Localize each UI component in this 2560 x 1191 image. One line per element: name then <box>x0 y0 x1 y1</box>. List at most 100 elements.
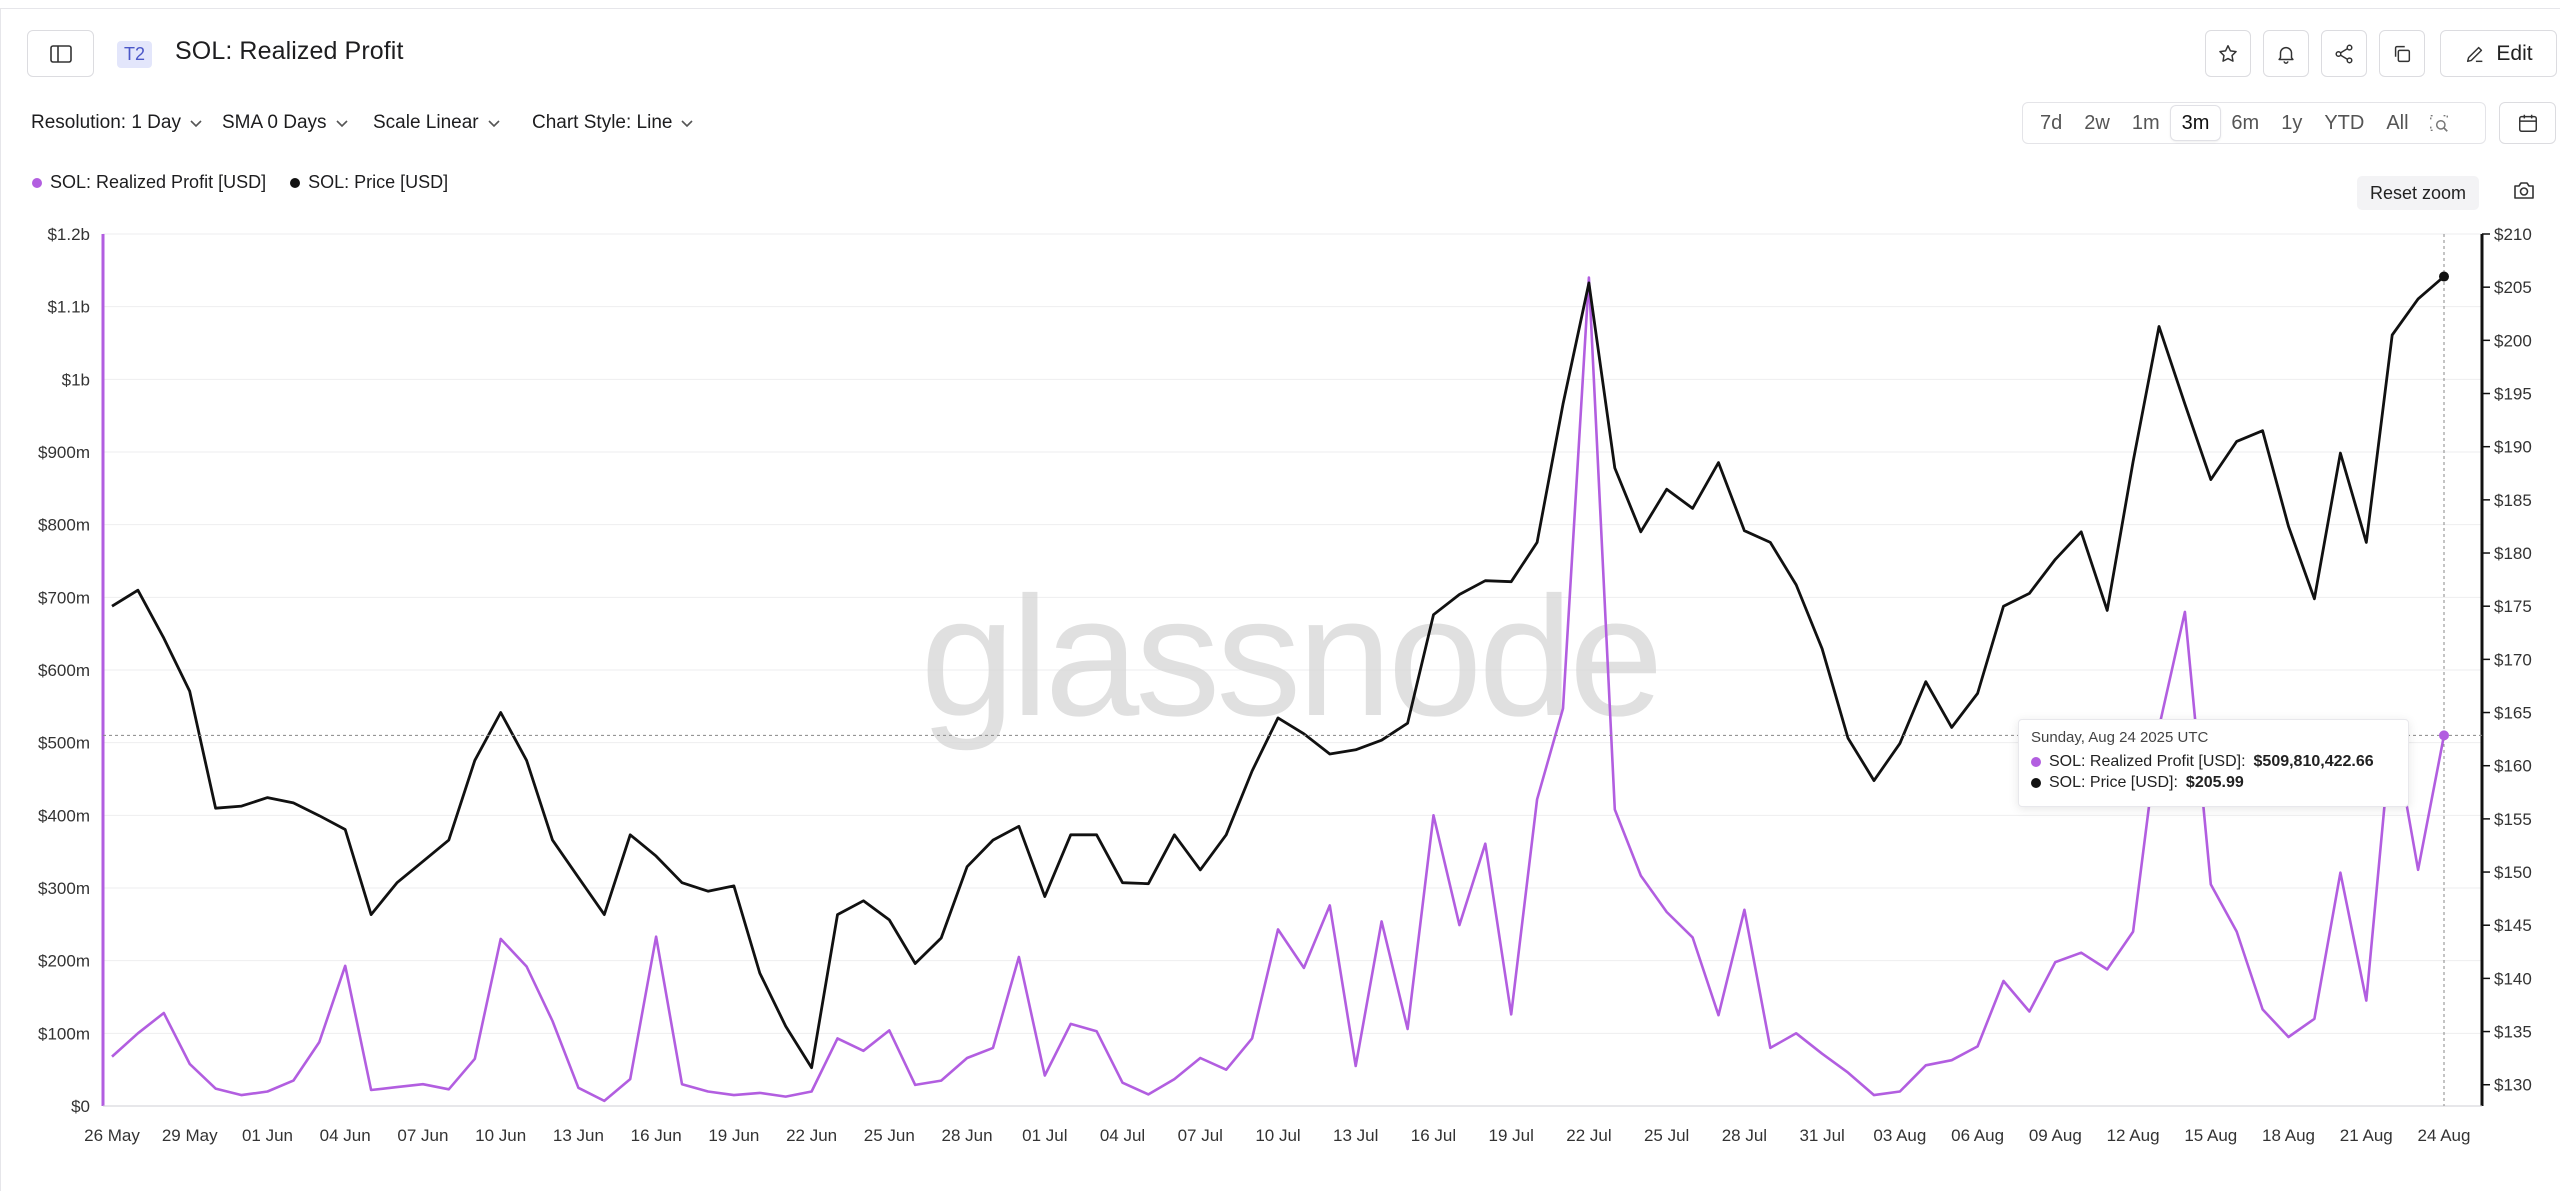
y-right-tick-label: $165 <box>2494 704 2532 723</box>
tooltip-date: Sunday, Aug 24 2025 UTC <box>2031 729 2209 746</box>
x-tick-label: 26 May <box>84 1126 140 1145</box>
series-line-price <box>111 275 2445 1070</box>
y-right-tick-label: $170 <box>2494 650 2532 669</box>
y-left-tick-label: $700m <box>38 588 90 607</box>
tooltip-profit-label: SOL: Realized Profit [USD]: <box>2049 753 2246 770</box>
y-right-tick-label: $210 <box>2494 225 2532 244</box>
chart-style-dropdown[interactable]: Chart Style: Line <box>532 112 694 134</box>
y-left-tick-label: $1b <box>62 370 90 389</box>
sma-label: SMA 0 Days <box>222 112 327 133</box>
duplicate-button[interactable] <box>2379 30 2425 77</box>
legend-dot-profit <box>32 177 42 188</box>
page-title: SOL: Realized Profit <box>175 37 404 65</box>
range-3m[interactable]: 3m <box>2170 106 2221 140</box>
scale-dropdown[interactable]: Scale Linear <box>373 112 501 134</box>
chevron-down-icon <box>335 120 348 128</box>
y-left-tick-label: $900m <box>38 443 90 462</box>
x-tick-label: 15 Aug <box>2184 1126 2237 1145</box>
sidebar-toggle-button[interactable] <box>27 30 94 77</box>
chevron-down-icon <box>681 120 694 128</box>
sidebar-toggle-icon <box>49 44 72 63</box>
share-icon <box>2335 44 2353 63</box>
x-tick-label: 04 Jun <box>320 1126 371 1145</box>
y-right-tick-label: $175 <box>2494 597 2532 616</box>
y-right-tick-label: $145 <box>2494 916 2532 935</box>
range-2w[interactable]: 2w <box>2084 111 2110 134</box>
y-left-tick-label: $1.1b <box>47 298 90 317</box>
legend-item-realized-profit[interactable]: SOL: Realized Profit [USD] <box>32 172 266 193</box>
x-tick-label: 24 Aug <box>2418 1126 2471 1145</box>
x-tick-label: 10 Jul <box>1255 1126 1300 1145</box>
y-left-tick-label: $300m <box>38 879 90 898</box>
x-tick-label: 03 Aug <box>1873 1126 1926 1145</box>
tooltip-row-price: SOL: Price [USD]: $205.99 <box>2031 772 2396 793</box>
y-right-tick-label: $185 <box>2494 491 2532 510</box>
time-range-selector: 7d 2w 1m 3m 6m 1y YTD All <box>2022 102 2486 144</box>
calendar-icon <box>2518 114 2537 132</box>
left-border <box>0 8 1 1191</box>
chart-legend: SOL: Realized Profit [USD] SOL: Price [U… <box>32 172 448 193</box>
x-tick-label: 31 Jul <box>1799 1126 1844 1145</box>
y-right-tick-label: $140 <box>2494 969 2532 988</box>
x-tick-label: 25 Jul <box>1644 1126 1689 1145</box>
range-1y[interactable]: 1y <box>2281 111 2303 134</box>
edit-button[interactable]: Edit <box>2440 30 2557 77</box>
x-tick-label: 16 Jul <box>1411 1126 1456 1145</box>
y-right-tick-label: $155 <box>2494 810 2532 829</box>
cursor-point-price <box>2439 271 2449 282</box>
x-tick-label: 13 Jul <box>1333 1126 1378 1145</box>
legend-label-profit: SOL: Realized Profit [USD] <box>50 172 267 192</box>
y-left-tick-label: $200m <box>38 952 90 971</box>
y-right-tick-label: $190 <box>2494 438 2532 457</box>
watermark: glassnode <box>920 562 1659 752</box>
alert-button[interactable] <box>2263 30 2309 77</box>
x-tick-label: 16 Jun <box>631 1126 682 1145</box>
y-left-tick-label: $1.2b <box>47 225 90 244</box>
range-ytd[interactable]: YTD <box>2324 111 2365 134</box>
y-left-tick-label: $100m <box>38 1024 90 1043</box>
zoom-select-icon <box>2429 114 2448 132</box>
y-right-tick-label: $135 <box>2494 1023 2532 1042</box>
range-all[interactable]: All <box>2386 111 2409 134</box>
x-tick-label: 29 May <box>162 1126 218 1145</box>
calendar-button[interactable] <box>2499 102 2556 144</box>
chart-style-label: Chart Style: Line <box>532 112 673 133</box>
x-tick-label: 12 Aug <box>2107 1126 2160 1145</box>
legend-item-price[interactable]: SOL: Price [USD] <box>290 172 448 193</box>
x-tick-label: 18 Aug <box>2262 1126 2315 1145</box>
tooltip-price-value: $205.99 <box>2185 774 2244 791</box>
top-border <box>0 8 2560 9</box>
tooltip-price-label: SOL: Price [USD]: <box>2049 774 2178 791</box>
legend-dot-price <box>290 177 301 188</box>
range-1m[interactable]: 1m <box>2131 111 2160 134</box>
x-axis: 26 May 29 May 01 Jun 04 Jun 07 Jun 10 Jun 13 J… <box>84 1105 2482 1145</box>
x-tick-label: 19 Jul <box>1489 1126 1534 1145</box>
zoom-select-button[interactable] <box>2420 106 2458 140</box>
resolution-dropdown[interactable]: Resolution: 1 Day <box>31 112 203 134</box>
x-tick-label: 25 Jun <box>864 1126 915 1145</box>
x-tick-label: 19 Jun <box>708 1126 759 1145</box>
y-right-tick-label: $150 <box>2494 863 2532 882</box>
y-right-tick-label: $200 <box>2494 331 2532 350</box>
x-tick-label: 21 Aug <box>2340 1126 2393 1145</box>
y-right-tick-label: $195 <box>2494 385 2532 404</box>
favorite-button[interactable] <box>2205 30 2251 77</box>
tooltip-dot-profit <box>2031 756 2041 767</box>
legend-label-price: SOL: Price [USD] <box>308 172 449 192</box>
y-right-tick-label: $160 <box>2494 757 2532 776</box>
sma-dropdown[interactable]: SMA 0 Days <box>222 112 349 134</box>
x-tick-label: 04 Jul <box>1100 1126 1145 1145</box>
range-6m[interactable]: 6m <box>2231 111 2260 134</box>
y-right-tick-label: $205 <box>2494 278 2532 297</box>
y-left-tick-label: $400m <box>38 806 90 825</box>
share-button[interactable] <box>2321 30 2367 77</box>
x-tick-label: 01 Jul <box>1022 1126 1067 1145</box>
y-left-tick-label: $500m <box>38 734 90 753</box>
screenshot-button[interactable] <box>2512 179 2536 206</box>
y-axis-right: $130 $135 $140 $145 $150 $155 $160 $165 $170 $175… <box>2480 225 2532 1106</box>
edit-label: Edit <box>2496 41 2533 65</box>
range-7d[interactable]: 7d <box>2040 111 2063 134</box>
pencil-icon <box>2467 46 2483 62</box>
reset-zoom-button[interactable]: Reset zoom <box>2357 176 2479 210</box>
